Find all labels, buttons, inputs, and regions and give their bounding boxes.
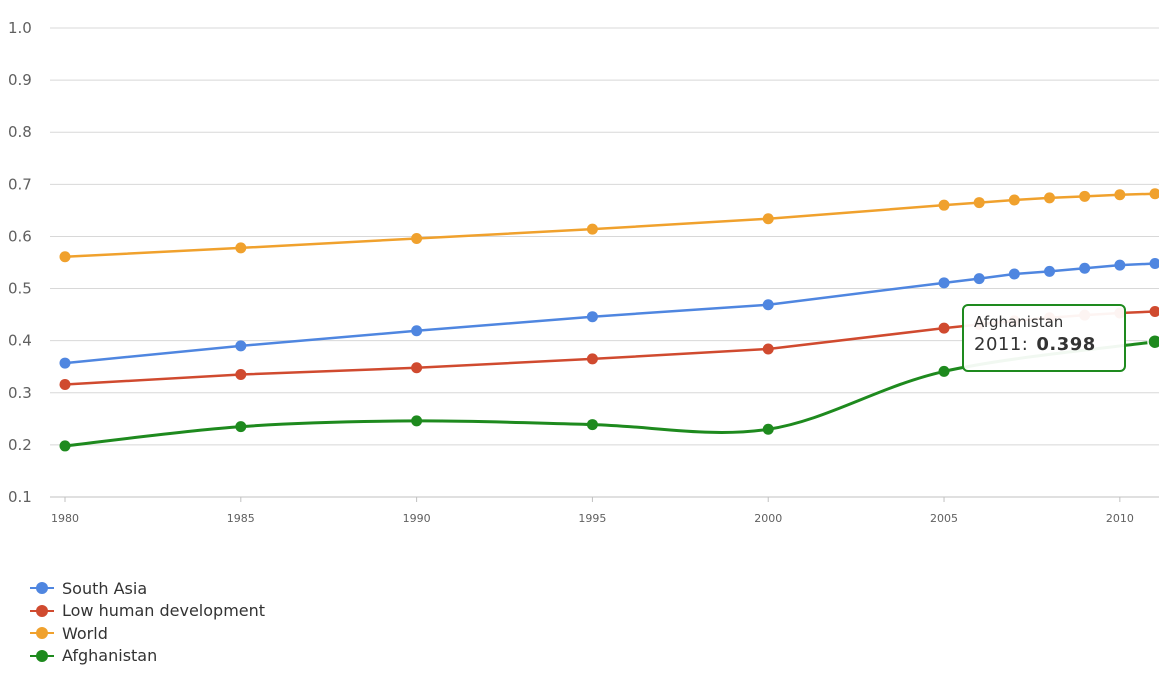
data-point[interactable]	[411, 325, 423, 337]
x-tick-label: 1985	[227, 512, 255, 525]
legend-swatch	[30, 582, 54, 595]
data-point[interactable]	[1114, 259, 1126, 271]
data-point[interactable]	[59, 251, 71, 263]
line-chart: 0.1 0.2 0.3 0.4 0.5 0.6 0.7 0.8 0.9 1.0 1980 1985 19…	[8, 19, 1159, 525]
data-point[interactable]	[762, 299, 774, 311]
x-tick-label: 1990	[403, 512, 431, 525]
chart-legend: South Asia Low human development World Afgh…	[30, 577, 265, 667]
y-tick-label: 0.6	[8, 227, 32, 245]
data-point[interactable]	[586, 223, 598, 235]
data-point[interactable]	[1114, 189, 1126, 201]
data-point[interactable]	[938, 322, 950, 334]
data-point[interactable]	[235, 242, 247, 254]
data-point[interactable]	[762, 423, 774, 435]
y-tick-label: 0.2	[8, 436, 32, 454]
legend-item-south-asia[interactable]: South Asia	[30, 577, 265, 600]
y-tick-label: 0.7	[8, 175, 32, 193]
data-point[interactable]	[235, 340, 247, 352]
x-tick-label: 2000	[754, 512, 782, 525]
data-point[interactable]	[1149, 305, 1159, 317]
data-point[interactable]	[1079, 262, 1091, 274]
y-tick-label: 0.8	[8, 123, 32, 141]
data-point[interactable]	[586, 311, 598, 323]
tooltip-value: 0.398	[1036, 334, 1096, 355]
x-tick-label: 2005	[930, 512, 958, 525]
data-point[interactable]	[411, 415, 423, 427]
data-point[interactable]	[1149, 188, 1159, 200]
legend-label: Low human development	[62, 601, 266, 621]
legend-label: South Asia	[62, 578, 148, 598]
data-point[interactable]	[1008, 194, 1020, 206]
x-tick-label: 2010	[1106, 512, 1134, 525]
series-line-world	[64, 192, 1156, 259]
data-point[interactable]	[59, 357, 71, 369]
y-tick-label: 1.0	[8, 19, 32, 37]
legend-swatch	[30, 627, 54, 640]
data-point[interactable]	[762, 213, 774, 225]
data-point[interactable]	[411, 233, 423, 245]
data-point[interactable]	[1044, 192, 1056, 204]
data-point[interactable]	[973, 273, 985, 285]
data-point[interactable]	[1044, 265, 1056, 277]
tooltip-year: 2011:	[974, 334, 1029, 355]
data-point[interactable]	[938, 199, 950, 211]
series-afghanistan	[59, 333, 1159, 452]
data-point[interactable]	[762, 343, 774, 355]
data-point[interactable]	[411, 362, 423, 374]
y-tick-label: 0.1	[8, 488, 32, 506]
tooltip-series-name: Afghanistan	[974, 313, 1064, 331]
y-tick-label: 0.5	[8, 280, 32, 298]
data-point[interactable]	[59, 440, 71, 452]
y-tick-label: 0.4	[8, 332, 32, 350]
legend-item-low-human-development[interactable]: Low human development	[30, 600, 265, 623]
data-point[interactable]	[1079, 190, 1091, 202]
legend-label: Afghanistan	[62, 646, 158, 666]
series-world	[59, 188, 1159, 263]
tooltip-row: 2011: 0.398	[974, 332, 1114, 358]
data-point[interactable]	[59, 378, 71, 390]
data-point[interactable]	[1147, 333, 1159, 350]
data-point[interactable]	[586, 419, 598, 431]
legend-label: World	[62, 623, 108, 643]
legend-swatch	[30, 604, 54, 617]
y-tick-label: 0.9	[8, 71, 32, 89]
data-point[interactable]	[938, 365, 950, 377]
x-tick-label: 1980	[51, 512, 79, 525]
y-tick-label: 0.3	[8, 384, 32, 402]
x-tick-label: 1995	[578, 512, 606, 525]
data-point[interactable]	[1008, 268, 1020, 280]
data-point[interactable]	[973, 197, 985, 209]
data-point[interactable]	[586, 353, 598, 365]
data-point[interactable]	[235, 369, 247, 381]
data-point[interactable]	[1149, 258, 1159, 270]
data-point[interactable]	[235, 421, 247, 433]
legend-item-world[interactable]: World	[30, 622, 265, 645]
legend-item-afghanistan[interactable]: Afghanistan	[30, 645, 265, 668]
series-south-asia	[59, 258, 1159, 369]
chart-tooltip: Afghanistan 2011: 0.398	[962, 304, 1126, 372]
series-line-south-asia	[64, 262, 1156, 365]
data-point[interactable]	[938, 277, 950, 289]
legend-swatch	[30, 649, 54, 662]
